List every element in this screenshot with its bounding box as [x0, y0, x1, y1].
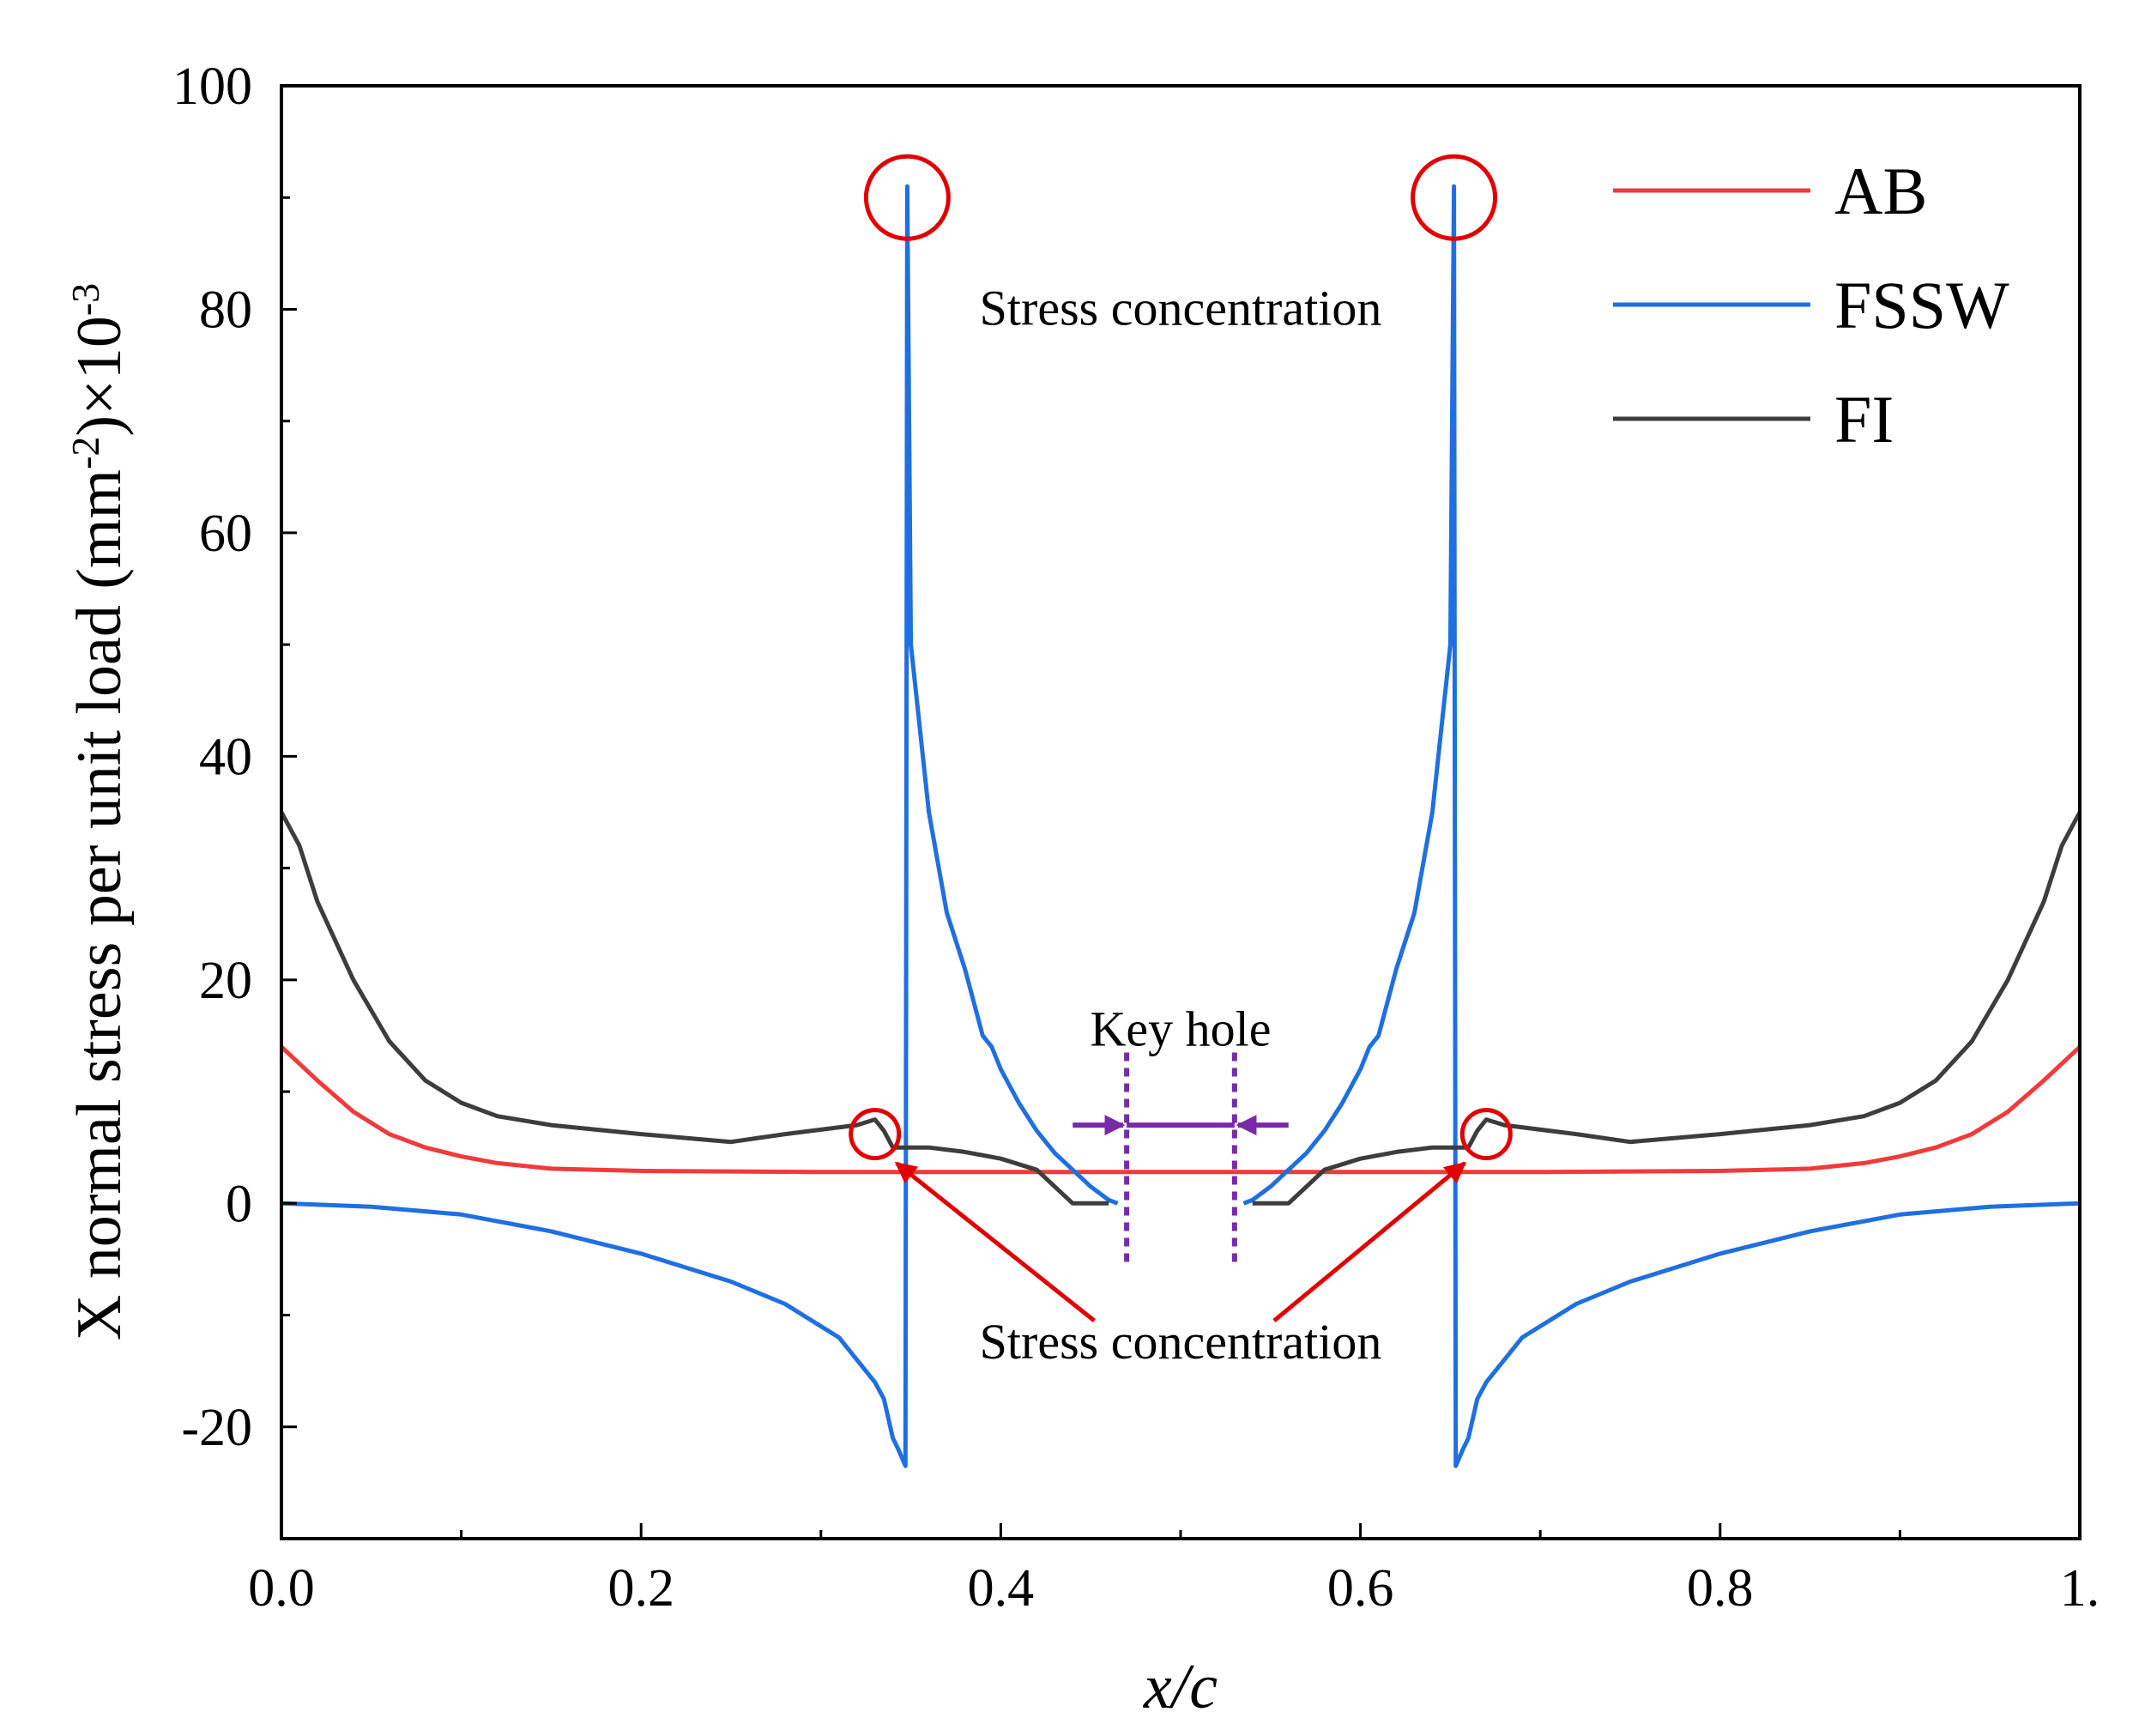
x-tick-label: 0.8 — [1687, 1559, 1754, 1618]
stress-concentration-arrow — [894, 1161, 1096, 1323]
y-tick-label: 40 — [199, 728, 252, 786]
legend-label: FI — [1834, 382, 1894, 457]
x-tick-label: 0.6 — [1327, 1559, 1394, 1618]
annotation-stress-top: Stress concentration — [980, 280, 1382, 336]
x-tick-label: 0.4 — [968, 1559, 1035, 1618]
annotation-key-hole: Key hole — [1091, 1001, 1272, 1056]
annotation-stress-bottom: Stress concentration — [980, 1314, 1382, 1370]
stress-peak-circle — [1411, 154, 1498, 241]
y-tick-label: 20 — [199, 952, 252, 1010]
x-tick-label: 0.2 — [607, 1559, 674, 1618]
series-line-fi — [281, 811, 2080, 1206]
y-tick-label: -20 — [181, 1399, 252, 1457]
y-axis-title-sup2: -3 — [63, 283, 107, 316]
legend-label: FSSW — [1834, 268, 2009, 342]
y-axis-title: X normal stress per unit load (mm-2)×10-… — [63, 283, 136, 1340]
series-line-fssw — [1242, 184, 2080, 1468]
stress-small-circle — [1459, 1108, 1513, 1161]
x-tick-label: 1. — [2060, 1559, 2100, 1618]
y-axis-title-mid: )×10 — [64, 316, 135, 436]
stress-small-circle — [849, 1108, 902, 1161]
stress-concentration-arrow — [1272, 1161, 1467, 1322]
y-tick-label: 60 — [199, 505, 252, 563]
y-tick-label: 100 — [172, 57, 252, 116]
series-line-ab — [281, 1045, 2080, 1175]
y-axis-title-main: X normal stress per unit load (mm — [64, 469, 135, 1340]
series-line-fssw — [281, 184, 1119, 1468]
stress-peak-circle — [863, 154, 951, 241]
x-tick-label: 0.0 — [248, 1559, 315, 1618]
y-tick-label: 0 — [226, 1175, 252, 1233]
y-axis-title-sup1: -2 — [63, 437, 107, 469]
x-axis-title: x/c — [1143, 1652, 1218, 1722]
legend-label: AB — [1834, 154, 1927, 228]
y-tick-label: 80 — [199, 281, 252, 339]
